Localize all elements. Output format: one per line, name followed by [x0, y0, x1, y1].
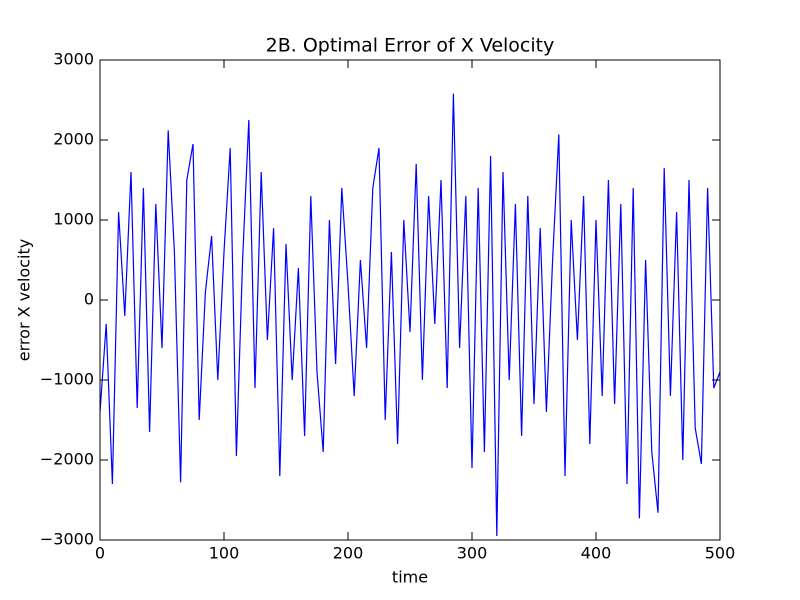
y-tick-label: 0	[84, 290, 94, 309]
y-tick-label: 1000	[53, 210, 94, 229]
y-tick-label: −2000	[40, 450, 94, 469]
y-tick-label: 3000	[53, 50, 94, 69]
y-tick-label: −1000	[40, 370, 94, 389]
x-tick-label: 300	[457, 544, 488, 563]
y-axis-label: error X velocity	[15, 239, 34, 361]
x-tick-label: 0	[95, 544, 105, 563]
x-axis-label: time	[392, 568, 428, 587]
x-tick-label: 200	[333, 544, 364, 563]
chart-title: 2B. Optimal Error of X Velocity	[266, 35, 555, 57]
y-tick-label: −3000	[40, 530, 94, 549]
y-tick-label: 2000	[53, 130, 94, 149]
x-tick-label: 500	[705, 544, 736, 563]
data-line	[99, 93, 721, 537]
x-tick-label: 400	[581, 544, 612, 563]
x-tick-label: 100	[209, 544, 240, 563]
